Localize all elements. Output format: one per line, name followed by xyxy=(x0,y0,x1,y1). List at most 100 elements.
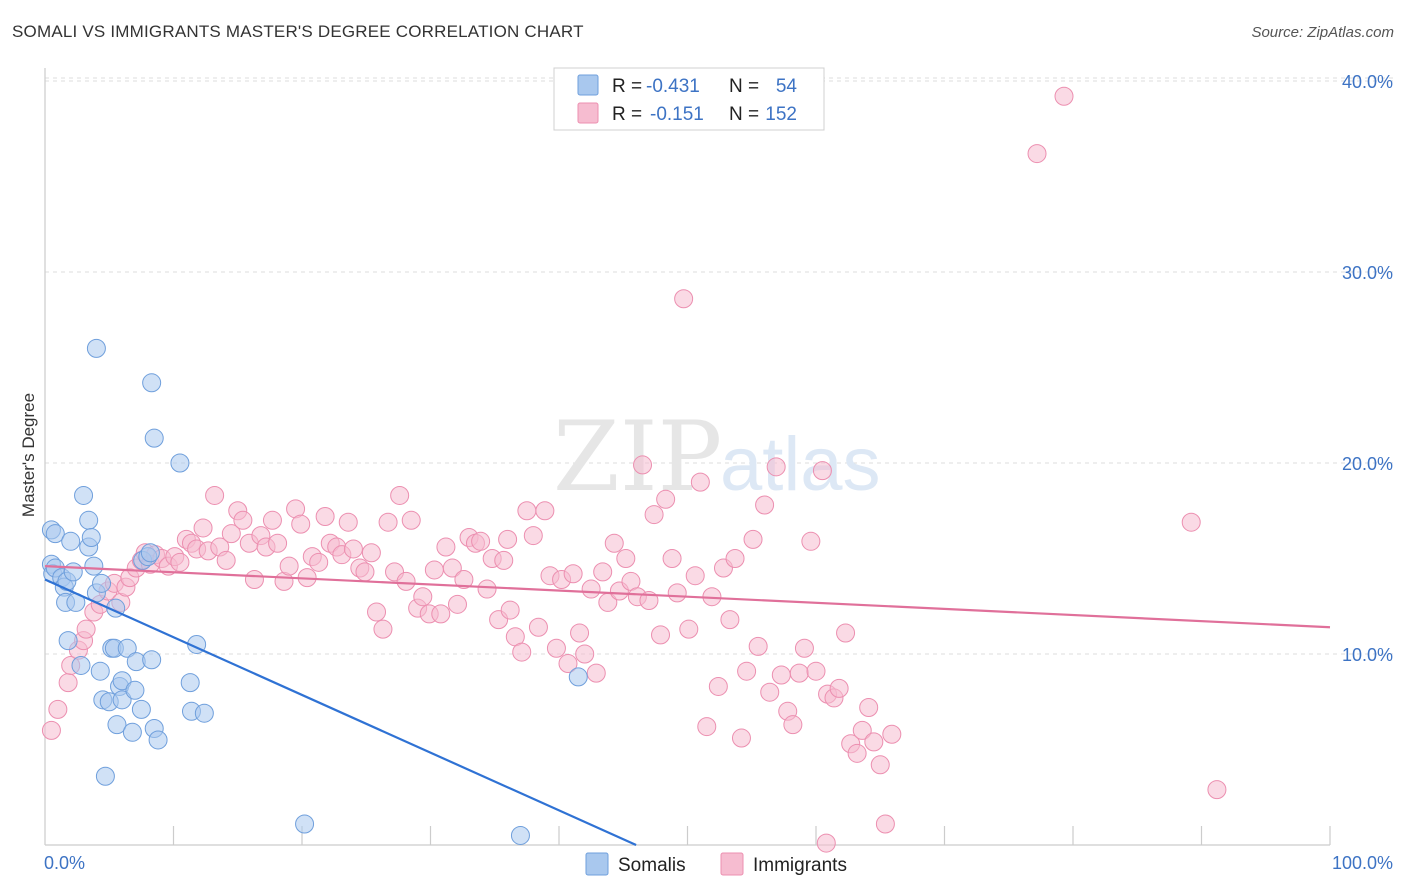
data-point-somalis xyxy=(63,562,83,582)
data-point-somalis xyxy=(510,825,530,845)
data-point-immigrants xyxy=(309,552,329,572)
top-legend: R = -0.431 N = 54 R = -0.151 N = 152 xyxy=(553,67,825,131)
data-point-immigrants xyxy=(651,625,671,645)
data-point-immigrants xyxy=(1027,144,1047,164)
data-point-immigrants xyxy=(771,665,791,685)
data-point-immigrants xyxy=(558,654,578,674)
data-point-immigrants xyxy=(662,549,682,568)
data-point-immigrants xyxy=(801,531,821,551)
data-point-immigrants xyxy=(528,617,548,637)
data-point-immigrants xyxy=(170,552,190,572)
data-point-immigrants xyxy=(535,501,555,521)
data-point-immigrants xyxy=(725,549,745,568)
data-point-immigrants xyxy=(836,623,856,643)
data-point-immigrants xyxy=(616,549,636,568)
data-point-somalis xyxy=(107,715,127,735)
immigrants-points xyxy=(41,86,1227,853)
data-point-immigrants xyxy=(221,524,241,544)
data-point-somalis xyxy=(142,650,162,670)
data-point-immigrants xyxy=(338,512,358,532)
data-point-somalis xyxy=(125,680,145,700)
data-point-immigrants xyxy=(378,512,398,532)
data-point-immigrants xyxy=(604,533,624,553)
data-point-immigrants xyxy=(76,619,96,639)
data-point-immigrants xyxy=(852,720,872,740)
data-point-immigrants xyxy=(233,510,253,530)
data-point-immigrants xyxy=(413,587,433,607)
y-tick-labels: 10.0% 20.0% 30.0% 40.0% xyxy=(1342,72,1393,665)
data-point-immigrants xyxy=(373,619,393,639)
watermark-atlas: atlas xyxy=(720,422,881,507)
data-point-immigrants xyxy=(586,663,606,683)
data-point-somalis xyxy=(112,671,132,691)
legend-n-value: 54 xyxy=(776,76,798,97)
legend-r-value: -0.151 xyxy=(650,104,704,125)
data-point-somalis xyxy=(568,667,588,687)
legend-r-label: R = xyxy=(612,76,642,97)
data-point-immigrants xyxy=(498,529,518,549)
data-point-immigrants xyxy=(1181,512,1201,532)
data-point-immigrants xyxy=(500,600,520,620)
y-tick-label: 20.0% xyxy=(1342,454,1393,474)
data-point-somalis xyxy=(58,631,78,651)
data-point-somalis xyxy=(142,373,162,393)
top-legend-box xyxy=(553,67,825,131)
data-point-immigrants xyxy=(859,697,879,717)
data-point-immigrants xyxy=(1207,780,1227,800)
data-point-somalis xyxy=(86,338,106,358)
data-point-immigrants xyxy=(563,564,583,584)
data-point-immigrants xyxy=(656,489,676,509)
x-ticks xyxy=(172,826,1331,845)
data-point-immigrants xyxy=(829,678,849,698)
data-point-immigrants xyxy=(731,728,751,748)
data-point-somalis xyxy=(144,428,164,448)
data-point-immigrants xyxy=(361,543,381,563)
chart-title: SOMALI VS IMMIGRANTS MASTER'S DEGREE COR… xyxy=(12,22,584,41)
data-point-immigrants xyxy=(816,833,836,853)
data-point-immigrants xyxy=(48,699,68,719)
data-point-immigrants xyxy=(690,472,710,492)
data-point-somalis xyxy=(61,531,81,551)
data-point-immigrants xyxy=(41,720,61,740)
legend-r-value: -0.431 xyxy=(646,76,700,97)
data-point-immigrants xyxy=(523,526,543,546)
data-point-immigrants xyxy=(396,571,416,591)
data-point-immigrants xyxy=(720,610,740,630)
data-point-immigrants xyxy=(789,663,809,683)
data-point-immigrants xyxy=(766,457,786,477)
y-tick-label: 30.0% xyxy=(1342,263,1393,283)
data-point-immigrants xyxy=(291,514,311,534)
data-point-immigrants xyxy=(355,562,375,582)
bottom-legend: Somalis Immigrants xyxy=(585,852,847,876)
data-point-somalis xyxy=(122,722,142,742)
data-point-immigrants xyxy=(864,732,884,752)
data-point-immigrants xyxy=(193,518,213,538)
data-point-immigrants xyxy=(244,570,264,590)
data-point-immigrants xyxy=(205,485,225,505)
data-point-immigrants xyxy=(593,562,613,582)
legend-n-value: 152 xyxy=(765,104,797,125)
data-point-somalis xyxy=(131,699,151,719)
data-point-immigrants xyxy=(812,461,832,481)
data-point-somalis xyxy=(81,527,101,547)
data-point-immigrants xyxy=(424,560,444,580)
y-tick-label: 10.0% xyxy=(1342,645,1393,665)
data-point-somalis xyxy=(92,573,112,593)
data-point-immigrants xyxy=(737,661,757,681)
data-point-immigrants xyxy=(575,644,595,664)
data-point-somalis xyxy=(112,690,132,710)
data-point-immigrants xyxy=(755,495,775,515)
legend-swatch-immigrants xyxy=(577,102,599,124)
legend-n-label: N = xyxy=(729,76,759,97)
data-point-immigrants xyxy=(644,505,664,525)
data-point-immigrants xyxy=(279,556,299,576)
data-point-immigrants xyxy=(262,510,282,530)
data-point-somalis xyxy=(90,661,110,681)
data-point-immigrants xyxy=(570,623,590,643)
legend-r-label: R = xyxy=(612,104,642,125)
bottom-legend-swatch-somalis xyxy=(585,852,609,876)
bottom-legend-somalis: Somalis xyxy=(618,855,686,876)
data-point-immigrants xyxy=(743,529,763,549)
data-point-immigrants xyxy=(431,604,451,624)
